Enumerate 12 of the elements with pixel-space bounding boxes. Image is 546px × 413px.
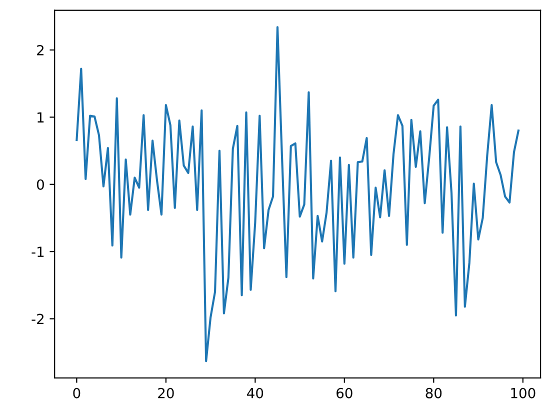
y-tick-label: -1	[32, 246, 44, 257]
y-tick-label: 1	[38, 112, 44, 122]
y-tick-label: 0	[36, 179, 44, 190]
x-tick-label: 0	[73, 388, 80, 398]
y-tick-label: 2	[37, 44, 44, 56]
x-tick-label: 20	[158, 388, 174, 398]
x-tick-label: 100	[511, 388, 536, 398]
line-series	[76, 26, 520, 362]
x-tick-label: 80	[426, 388, 442, 398]
x-tick-label: 60	[336, 388, 352, 398]
y-tick-label: -2	[32, 314, 44, 324]
x-tick-label: 40	[247, 388, 264, 398]
